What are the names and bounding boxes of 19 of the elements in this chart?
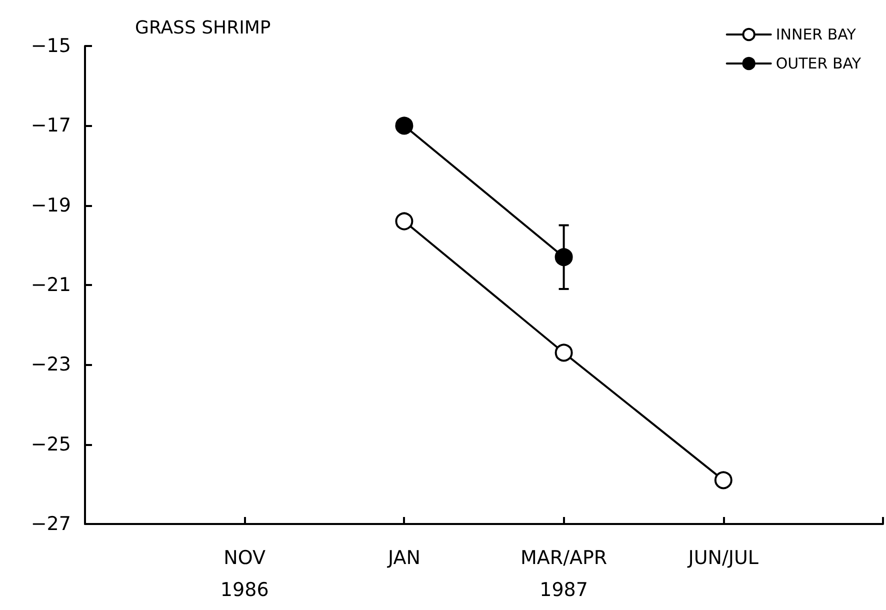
point	[554, 248, 573, 266]
legend-label: OUTER BAY	[776, 54, 862, 72]
point	[554, 344, 573, 362]
x-tick-label: MAR/APR 1987	[520, 547, 608, 601]
point	[395, 116, 414, 135]
x-tick-label: JUN/JUL	[687, 547, 759, 569]
y-tick-label: −23	[30, 354, 71, 376]
y-tick-label: −19	[30, 194, 71, 216]
x-tick-label: NOV 1986	[220, 547, 269, 601]
x-tick-label: JAN	[386, 547, 420, 569]
legend-label: INNER BAY	[776, 26, 857, 44]
chart-title: GRASS SHRIMP	[135, 18, 271, 38]
y-tick-label: −15	[30, 35, 71, 57]
y-tick-label: −21	[30, 274, 71, 296]
point	[395, 212, 414, 230]
point	[714, 471, 732, 490]
y-tick-label: −25	[30, 433, 71, 456]
y-tick-label: −27	[30, 513, 71, 535]
y-tick-label: −17	[30, 114, 71, 137]
